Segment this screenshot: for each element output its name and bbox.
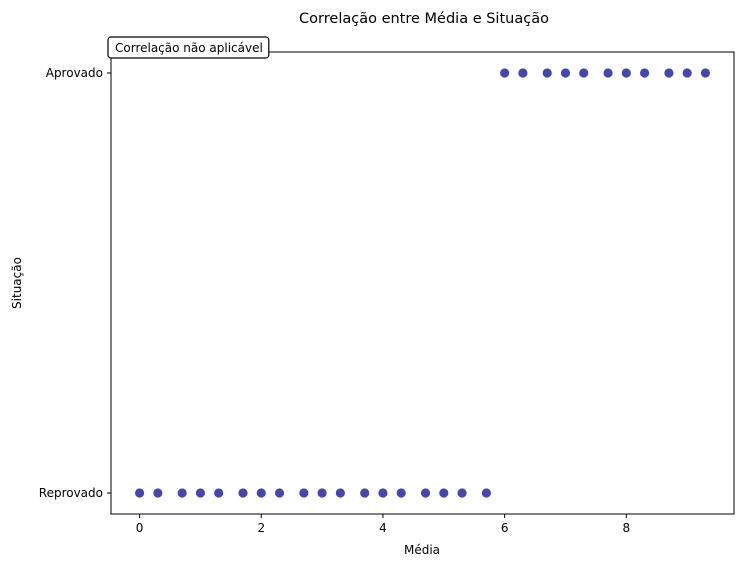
data-point <box>560 68 571 78</box>
data-point <box>664 68 674 78</box>
y-tick-label: Reprovado <box>39 486 103 500</box>
plot-frame <box>110 51 735 515</box>
data-point <box>134 488 145 498</box>
data-point <box>518 68 528 78</box>
y-tick-label: Aprovado <box>46 66 103 80</box>
data-point <box>542 68 552 78</box>
annotation-text: Correlação não aplicável <box>115 41 263 55</box>
data-point <box>603 68 613 78</box>
data-point <box>682 68 692 78</box>
x-axis-ticks: 0 2 4 6 8 <box>136 514 630 535</box>
x-axis-label: Média <box>404 543 440 557</box>
data-points <box>134 68 711 498</box>
data-point <box>274 488 285 498</box>
x-tick-label: 8 <box>622 521 630 535</box>
data-point <box>439 488 449 498</box>
data-point <box>420 488 431 498</box>
data-point <box>238 488 248 498</box>
data-point <box>621 68 631 78</box>
y-axis-ticks: Reprovado Aprovado <box>39 66 111 500</box>
annotation-box: Correlação não aplicável <box>107 36 270 59</box>
x-tick-label: 6 <box>501 521 509 535</box>
chart-title: Correlação entre Média e Situação <box>299 11 549 27</box>
data-point <box>378 488 388 498</box>
data-point <box>299 488 309 498</box>
data-point <box>195 488 206 498</box>
data-point <box>335 488 345 498</box>
data-point <box>396 488 406 498</box>
data-point <box>317 488 327 498</box>
data-point <box>153 488 163 498</box>
data-point <box>700 68 711 78</box>
data-point <box>457 488 467 498</box>
data-point <box>500 68 510 78</box>
x-tick-label: 0 <box>136 521 144 535</box>
x-tick-label: 2 <box>257 521 265 535</box>
data-point <box>177 488 187 498</box>
data-point <box>360 488 370 498</box>
data-point <box>639 68 650 78</box>
data-point <box>214 488 224 498</box>
data-point <box>481 488 491 498</box>
data-point <box>579 68 589 78</box>
data-point <box>256 488 266 498</box>
y-axis-label: Situação <box>10 257 24 309</box>
x-tick-label: 4 <box>379 521 387 535</box>
